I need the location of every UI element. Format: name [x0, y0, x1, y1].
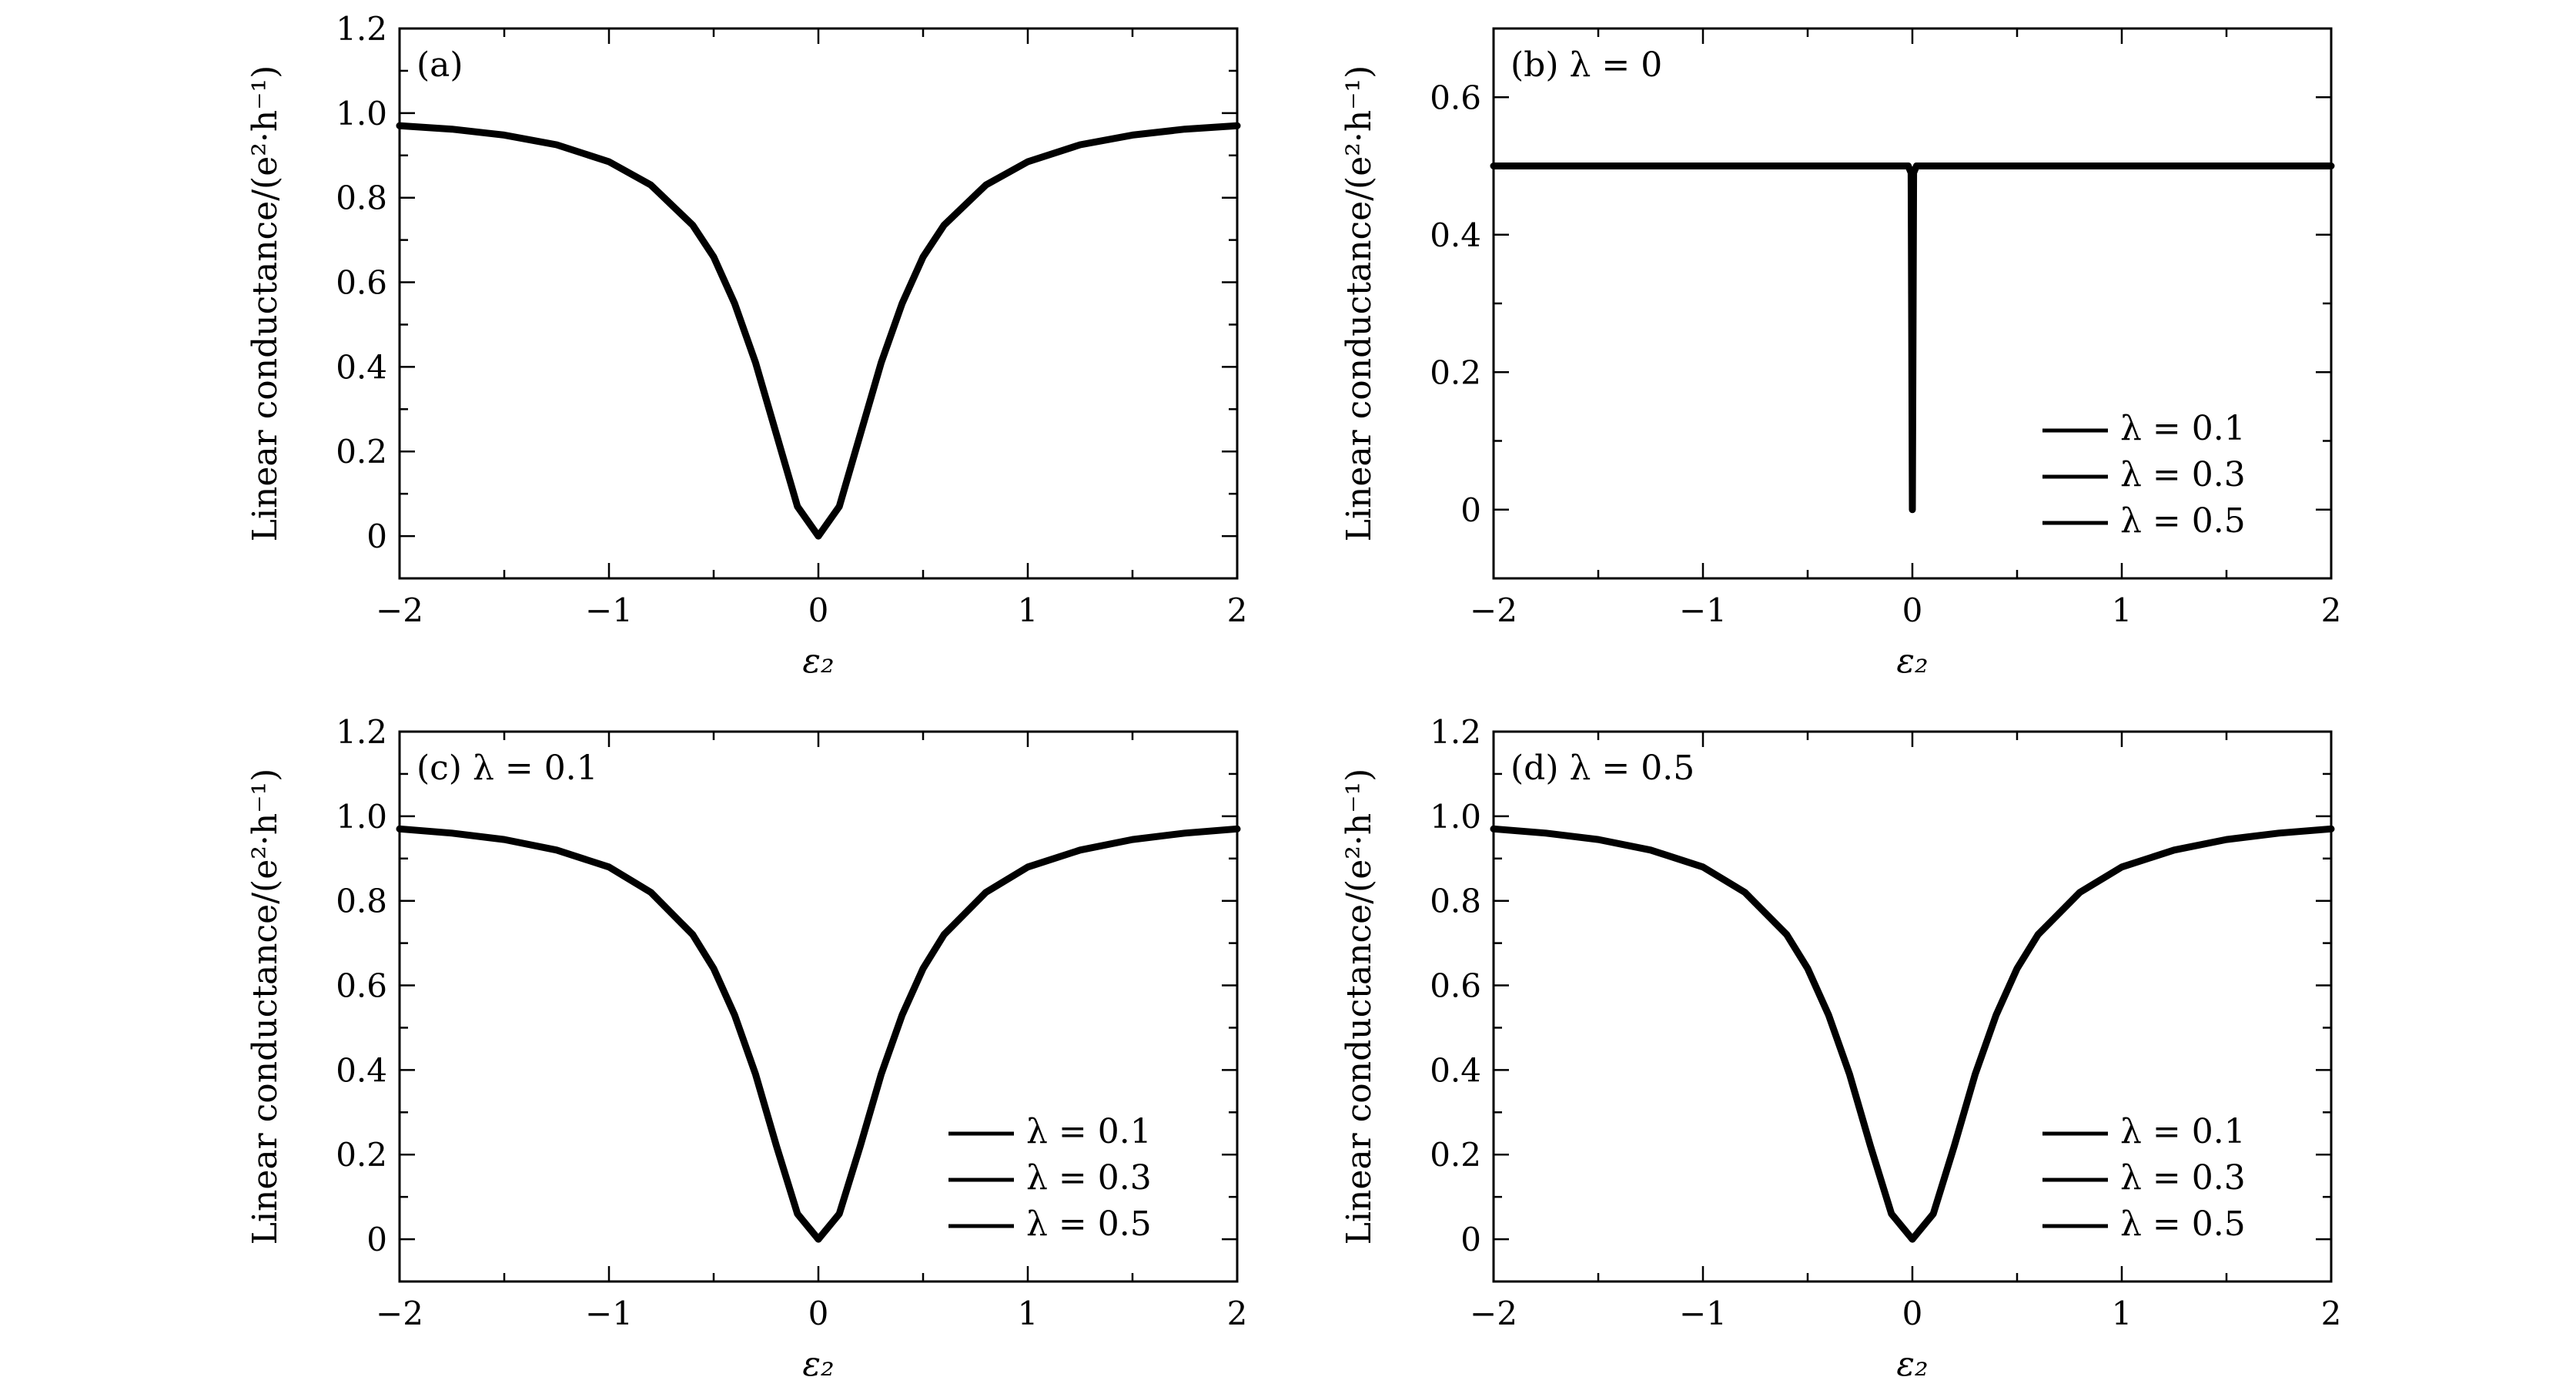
panel-label: (d) λ = 0.5 — [1510, 749, 1694, 788]
y-tick-label: 0 — [366, 518, 387, 555]
x-tick-label: −2 — [376, 591, 423, 629]
panel-4: −2 −1 0 1 2 0 0.2 0.4 0.6 0.8 1.0 1.2 ε₂ Linear condu… — [1340, 713, 2341, 1384]
legend-entry: λ = 0.3 — [1026, 1158, 1152, 1198]
y-tick-label: 1.0 — [1430, 798, 1481, 836]
y-tick-label: 0.6 — [1430, 79, 1481, 116]
y-tick-label: 0.6 — [1430, 967, 1481, 1005]
x-tick-label: 0 — [1902, 1295, 1923, 1332]
x-tick-label: 1 — [1018, 1295, 1039, 1332]
x-axis-label: ε₂ — [802, 1345, 834, 1384]
legend-entry: λ = 0.5 — [2120, 501, 2246, 541]
legend-entry: λ = 0.1 — [2120, 1112, 2246, 1151]
x-tick-label: −1 — [585, 1295, 633, 1332]
x-axis-label: ε₂ — [1896, 642, 1928, 681]
y-tick-label: 0.8 — [336, 883, 387, 920]
x-tick-label: 2 — [2321, 1295, 2342, 1332]
x-tick-label: 1 — [2112, 591, 2133, 629]
x-tick-label: −1 — [1679, 1295, 1727, 1332]
legend-entry: λ = 0.3 — [2120, 455, 2246, 494]
legend-entry: λ = 0.3 — [2120, 1158, 2246, 1198]
x-axis-label: ε₂ — [802, 642, 834, 681]
y-tick-label: 0.8 — [336, 179, 387, 217]
x-tick-label: 2 — [2321, 591, 2342, 629]
y-tick-label: 0.4 — [336, 348, 387, 386]
y-tick-label: 1.0 — [336, 798, 387, 836]
series-line — [1490, 825, 2335, 1243]
y-tick-label: 0.8 — [1430, 883, 1481, 920]
y-axis-label: Linear conductance/(e²·h⁻¹) — [1340, 65, 1379, 542]
legend-entry: λ = 0.1 — [1026, 1112, 1152, 1151]
x-tick-label: 0 — [808, 1295, 829, 1332]
y-tick-label: 0 — [366, 1221, 387, 1258]
legend-entry: λ = 0.5 — [2120, 1204, 2246, 1244]
x-tick-label: −1 — [1679, 591, 1727, 629]
plot-frame — [398, 27, 1239, 580]
y-tick-label: 0.6 — [336, 264, 387, 302]
panel-label: (a) — [417, 45, 463, 85]
y-tick-label: 1.2 — [336, 713, 387, 751]
y-tick-label: 0.6 — [336, 967, 387, 1005]
y-axis-label: Linear conductance/(e²·h⁻¹) — [246, 769, 285, 1245]
x-tick-label: 0 — [808, 591, 829, 629]
y-tick-label: 0.4 — [1430, 1051, 1481, 1089]
x-tick-label: 2 — [1227, 591, 1248, 629]
panel-2: −2 −1 0 1 2 0 0.2 0.4 0.6 ε₂ Linear conductance/(e… — [1340, 27, 2342, 681]
legend-entry: λ = 0.1 — [2120, 409, 2246, 448]
y-tick-label: 1.2 — [1430, 713, 1481, 751]
y-tick-label: 1.0 — [336, 95, 387, 132]
x-tick-label: −2 — [1470, 591, 1517, 629]
series-line — [396, 122, 1241, 540]
y-tick-label: 0.2 — [1430, 1136, 1481, 1174]
plot-frame — [398, 730, 1239, 1283]
x-tick-label: 1 — [2112, 1295, 2133, 1332]
x-tick-label: −2 — [1470, 1295, 1517, 1332]
panel-label: (b) λ = 0 — [1510, 45, 1662, 85]
panel-label: (c) λ = 0.1 — [417, 749, 598, 788]
x-tick-label: −2 — [376, 1295, 423, 1332]
series-line — [396, 825, 1241, 1243]
legend-entry: λ = 0.5 — [1026, 1204, 1152, 1244]
y-tick-label: 0.2 — [336, 433, 387, 471]
x-tick-label: −1 — [585, 591, 633, 629]
y-tick-label: 0.4 — [336, 1051, 387, 1089]
y-tick-label: 0.2 — [1430, 353, 1481, 391]
plot-frame — [1492, 730, 2333, 1283]
y-axis-label: Linear conductance/(e²·h⁻¹) — [1340, 769, 1379, 1245]
y-tick-label: 0 — [1460, 491, 1481, 529]
y-axis-label: Linear conductance/(e²·h⁻¹) — [246, 65, 285, 542]
x-tick-label: 2 — [1227, 1295, 1248, 1332]
panel-1: −2 −1 0 1 2 0 0.2 0.4 0.6 0.8 1.0 1.2 ε₂ Linear condu… — [246, 10, 1247, 681]
panel-3: −2 −1 0 1 2 0 0.2 0.4 0.6 0.8 1.0 1.2 ε₂ Linear condu… — [246, 713, 1247, 1384]
y-tick-label: 1.2 — [336, 10, 387, 48]
x-tick-label: 1 — [1018, 591, 1039, 629]
x-tick-label: 0 — [1902, 591, 1923, 629]
series-line — [1490, 162, 2335, 514]
y-tick-label: 0.4 — [1430, 216, 1481, 254]
y-tick-label: 0 — [1460, 1221, 1481, 1258]
x-axis-label: ε₂ — [1896, 1345, 1928, 1384]
y-tick-label: 0.2 — [336, 1136, 387, 1174]
